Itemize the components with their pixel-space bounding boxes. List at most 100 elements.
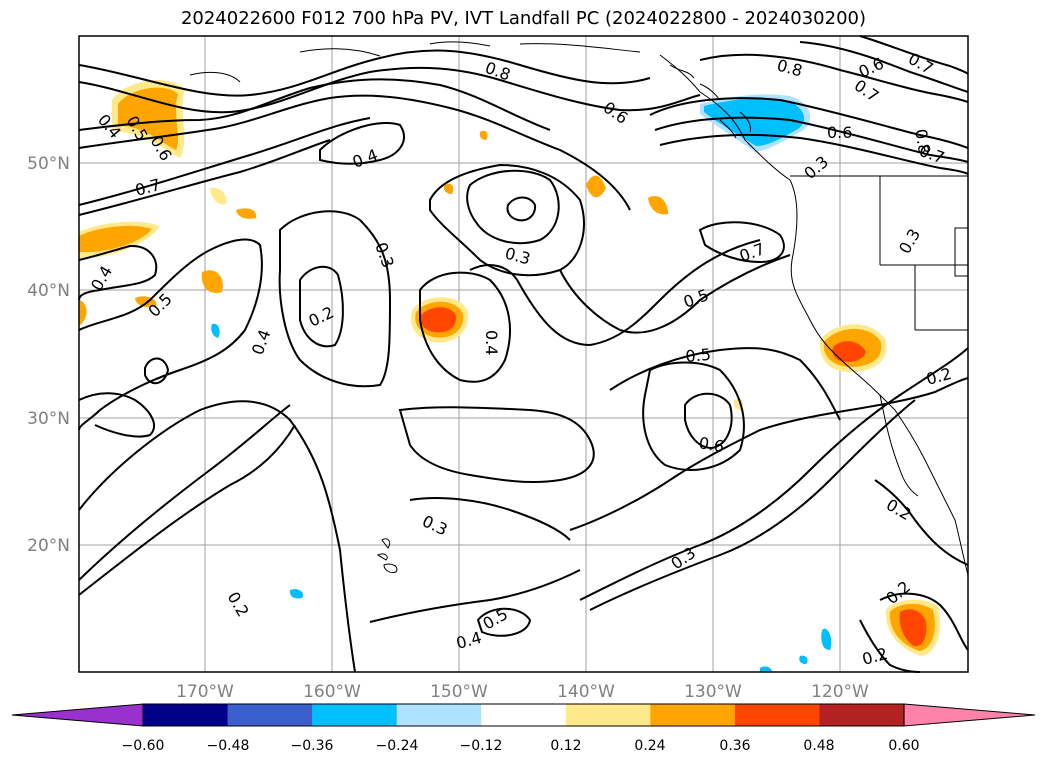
contour-label: 0.6 xyxy=(697,433,725,456)
lon-label: 120°W xyxy=(811,682,869,702)
contour-ne4 xyxy=(699,53,969,103)
colorbar-tick: 0.60 xyxy=(888,738,919,754)
contour-c7 xyxy=(419,271,511,383)
shade-small-8 xyxy=(648,195,668,215)
lon-label: 150°W xyxy=(430,682,488,702)
shade-small-7 xyxy=(586,175,606,198)
contour-ne3 xyxy=(659,133,969,175)
contour-n4 xyxy=(78,94,631,211)
contour-label: 0.3 xyxy=(895,225,924,257)
longitude-labels: 170°W 160°W 150°W 140°W 130°W 120°W xyxy=(176,682,869,702)
contour-label: 0.6 xyxy=(827,123,852,142)
contour-label: 0.3 xyxy=(503,244,533,269)
contour-label: 0.5 xyxy=(685,345,712,366)
contour-e1 xyxy=(469,239,761,347)
shade-central-blob-core xyxy=(420,307,457,333)
colorbar-segment xyxy=(481,704,567,726)
shade-small-4 xyxy=(236,208,257,219)
contour-e9 xyxy=(698,221,785,264)
colorbar-segment xyxy=(312,704,398,726)
contour-e5 xyxy=(609,347,841,421)
contour-label: 0.4 xyxy=(350,145,380,172)
border-states xyxy=(879,176,969,331)
lat-label: 50°N xyxy=(27,154,70,174)
contour-e4 xyxy=(684,392,733,450)
contour-e3 xyxy=(642,361,745,471)
contour-label: 0.3 xyxy=(371,240,398,270)
contour-w3 xyxy=(78,392,155,438)
map-title: 2024022600 F012 700 hPa PV, IVT Landfall… xyxy=(180,8,867,29)
shade-blue-small-4 xyxy=(799,655,808,664)
colorbar-tick: 0.48 xyxy=(803,738,834,754)
contour-c1 xyxy=(278,210,392,388)
coast-hawaii xyxy=(376,538,398,573)
lon-label: 170°W xyxy=(176,682,234,702)
colorbar-extend-max xyxy=(903,703,1036,727)
lat-label: 40°N xyxy=(27,281,70,301)
colorbar-segment xyxy=(565,704,651,726)
contour-se3 xyxy=(879,592,969,651)
colorbar-tick: −0.12 xyxy=(460,738,503,754)
contour-w5 xyxy=(78,400,356,673)
colorbar-segment xyxy=(227,704,313,726)
contour-w7 xyxy=(78,424,296,596)
contour-c10 xyxy=(369,569,581,623)
contour-ne2 xyxy=(654,116,969,163)
contour-label: 0.8 xyxy=(911,127,934,155)
contour-w1 xyxy=(78,244,158,301)
colorbar-segment xyxy=(734,704,820,726)
contour-label: 0.4 xyxy=(87,262,116,294)
pv-contours xyxy=(78,35,969,673)
shade-blue-small-5 xyxy=(760,666,772,672)
colorbar-tick: −0.60 xyxy=(122,738,165,754)
contour-c3 xyxy=(319,121,405,165)
contour-e7 xyxy=(579,347,969,601)
contour-c8 xyxy=(398,406,595,484)
contour-c5 xyxy=(466,169,560,245)
contour-se1 xyxy=(874,479,969,566)
contour-label: 0.5 xyxy=(681,285,711,312)
contour-c11 xyxy=(476,607,532,637)
coast-west-us xyxy=(789,179,969,576)
contour-label: 0.4 xyxy=(248,327,275,357)
contour-c9 xyxy=(409,497,571,541)
shade-blue-small-2 xyxy=(289,589,304,599)
contour-label: 0.5 xyxy=(144,289,175,320)
colorbar-tick: 0.12 xyxy=(550,738,581,754)
colorbar-tick: −0.24 xyxy=(376,738,419,754)
map-frame xyxy=(78,35,969,673)
latitude-labels: 50°N 40°N 30°N 20°N xyxy=(27,154,70,556)
lon-label: 130°W xyxy=(684,682,742,702)
contour-label: 0.6 xyxy=(600,98,632,128)
colorbar-tick: 0.24 xyxy=(634,738,665,754)
colorbar-outline xyxy=(142,703,905,727)
lat-label: 30°N xyxy=(27,409,70,429)
contour-label: 0.2 xyxy=(883,495,915,524)
shade-small-6 xyxy=(479,130,488,140)
contour-n3 xyxy=(78,78,551,131)
shade-mexico-blob-core xyxy=(899,609,927,647)
contour-c6 xyxy=(506,196,537,222)
coastlines xyxy=(189,41,969,576)
contour-c4 xyxy=(429,163,585,277)
coast-baja xyxy=(879,394,919,497)
coast-bc-islands xyxy=(669,64,751,139)
colorbar: −0.60 −0.48 −0.36 −0.24 −0.12 0.12 0.24 … xyxy=(11,703,1036,754)
contour-e2 xyxy=(559,254,791,334)
coast-alaska xyxy=(189,41,791,181)
contour-e8 xyxy=(589,399,916,611)
lon-label: 140°W xyxy=(557,682,615,702)
shade-blue-small-1 xyxy=(211,323,220,338)
contour-ne6 xyxy=(859,35,969,75)
contour-ne5 xyxy=(799,41,969,93)
contour-w4 xyxy=(144,357,170,385)
contour-label: 0.2 xyxy=(860,644,890,669)
contour-n6 xyxy=(78,139,331,216)
colorbar-segment xyxy=(819,704,905,726)
shade-small-5 xyxy=(443,183,454,194)
colorbar-tick: 0.36 xyxy=(719,738,750,754)
contour-w6 xyxy=(78,404,291,581)
shade-west-band-core xyxy=(79,225,152,252)
contour-w2 xyxy=(78,238,263,431)
